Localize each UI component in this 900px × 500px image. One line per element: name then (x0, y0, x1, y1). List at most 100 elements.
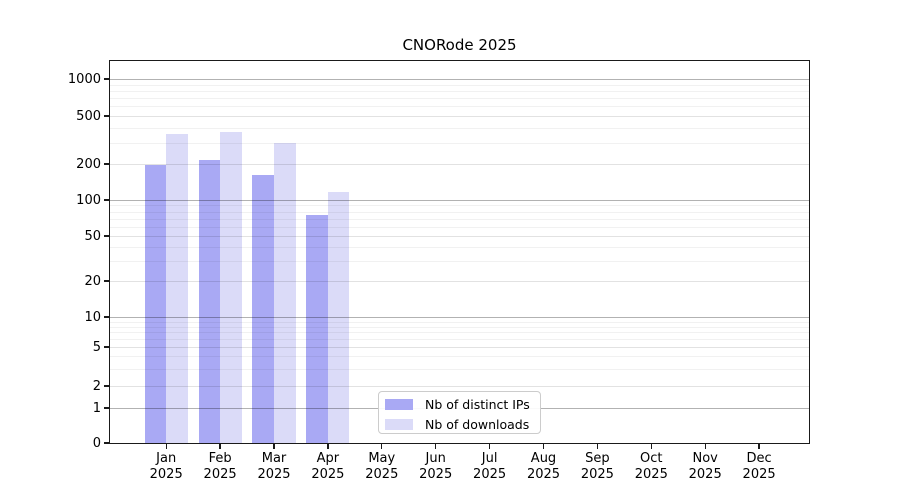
y-tick-mark-1000 (104, 78, 110, 80)
y-tick-mark-10 (104, 316, 110, 318)
y-tick-mark-20 (104, 280, 110, 282)
x-tick-label-apr: Apr 2025 (298, 451, 358, 483)
y-tick-label-10: 10 (84, 309, 101, 325)
x-tick-month-jun: Jun (425, 451, 446, 466)
gridline-1000 (110, 79, 809, 80)
bar-distinct-ips-apr (306, 214, 328, 443)
gridline-minor-6 (110, 339, 809, 341)
y-tick-mark-1 (104, 407, 110, 409)
x-tick-month-apr: Apr (316, 451, 340, 466)
x-tick-mark-mar (273, 443, 275, 449)
x-tick-mark-dec (758, 443, 760, 449)
x-tick-mark-jan (165, 443, 167, 449)
x-tick-mark-aug (542, 443, 545, 449)
y-tick-mark-2 (104, 385, 110, 387)
gridline-minor-400 (110, 127, 809, 129)
x-tick-label-aug: Aug 2025 (514, 451, 574, 483)
gridline-minor-80 (110, 211, 809, 213)
y-tick-mark-50 (104, 235, 110, 237)
gridline-minor-300 (110, 142, 809, 144)
bar-downloads-apr (327, 191, 350, 443)
y-tick-label-500: 500 (76, 108, 101, 124)
x-tick-month-jan: Jan (156, 451, 177, 466)
legend: Nb of distinct IPs Nb of downloads (378, 391, 541, 434)
x-tick-month-mar: Mar (261, 451, 287, 466)
x-tick-mark-oct (650, 443, 652, 449)
x-tick-year-oct: 2025 (634, 467, 668, 482)
x-tick-label-jun: Jun 2025 (406, 451, 466, 483)
bar-downloads-feb (220, 131, 242, 443)
x-tick-label-feb: Feb 2025 (190, 451, 250, 483)
y-tick-label-1: 1 (92, 400, 101, 416)
x-tick-year-aug: 2025 (526, 467, 561, 482)
legend-swatch-distinct-ips (385, 399, 413, 410)
y-tick-label-1000: 1000 (67, 71, 101, 87)
gridline-minor-8 (110, 326, 809, 328)
y-tick-label-5: 5 (92, 339, 101, 355)
y-tick-label-50: 50 (84, 228, 101, 244)
x-tick-month-sep: Sep (585, 451, 610, 466)
x-tick-month-feb: Feb (208, 451, 232, 466)
gridline-100 (110, 200, 809, 201)
x-tick-label-dec: Dec 2025 (729, 451, 789, 483)
x-tick-mark-nov (704, 443, 706, 449)
x-tick-year-jan: 2025 (149, 467, 183, 482)
x-tick-year-feb: 2025 (203, 467, 237, 482)
y-tick-label-200: 200 (76, 156, 101, 172)
x-tick-month-nov: Nov (692, 451, 718, 466)
gridline-minor-700 (110, 98, 809, 100)
y-tick-label-2: 2 (92, 378, 101, 394)
gridline-200 (110, 164, 809, 165)
legend-label-downloads: Nb of downloads (425, 417, 530, 432)
y-tick-mark-200 (104, 163, 110, 165)
plot-area: Nb of distinct IPs Nb of downloads (109, 60, 810, 444)
x-tick-mark-jul (488, 443, 491, 449)
x-tick-month-aug: Aug (530, 451, 557, 466)
bar-distinct-ips-mar (252, 174, 274, 443)
gridline-2 (110, 386, 809, 387)
x-tick-month-may: May (368, 451, 396, 466)
gridline-5 (110, 347, 809, 348)
gridline-minor-90 (110, 205, 809, 207)
x-tick-label-mar: Mar 2025 (244, 451, 304, 483)
bar-downloads-mar (274, 143, 296, 443)
y-tick-label-0: 0 (92, 435, 101, 451)
x-tick-month-oct: Oct (640, 451, 663, 466)
gridline-minor-600 (110, 106, 809, 108)
gridline-minor-70 (110, 218, 809, 220)
gridline-minor-9 (110, 321, 809, 323)
legend-swatch-downloads (385, 419, 413, 430)
bar-distinct-ips-feb (198, 160, 221, 443)
x-tick-year-dec: 2025 (742, 467, 776, 482)
x-tick-year-sep: 2025 (580, 467, 614, 482)
gridline-minor-900 (110, 84, 809, 86)
gridline-50 (110, 236, 809, 237)
x-tick-year-may: 2025 (365, 467, 399, 482)
y-tick-mark-100 (104, 199, 110, 201)
x-tick-month-dec: Dec (746, 451, 772, 466)
y-tick-label-20: 20 (84, 273, 101, 289)
gridline-10 (110, 317, 809, 318)
x-tick-mark-sep (596, 443, 599, 449)
gridline-minor-40 (110, 246, 809, 248)
gridline-minor-30 (110, 261, 809, 263)
x-tick-label-oct: Oct 2025 (621, 451, 681, 483)
y-tick-mark-5 (104, 346, 110, 348)
x-tick-label-jul: Jul 2025 (460, 451, 520, 483)
x-tick-label-jan: Jan 2025 (136, 451, 196, 483)
legend-label-distinct-ips: Nb of distinct IPs (425, 397, 530, 412)
gridline-minor-800 (110, 90, 809, 92)
x-tick-label-nov: Nov 2025 (675, 451, 735, 483)
x-tick-label-sep: Sep 2025 (567, 451, 627, 483)
x-tick-year-mar: 2025 (257, 467, 291, 482)
x-tick-mark-apr (327, 443, 329, 449)
bar-distinct-ips-jan (144, 165, 167, 443)
x-tick-month-jul: Jul (481, 451, 498, 466)
x-tick-year-jun: 2025 (419, 467, 453, 482)
bar-downloads-jan (166, 133, 188, 443)
x-tick-year-apr: 2025 (311, 467, 345, 482)
gridline-20 (110, 281, 809, 282)
gridline-minor-4 (110, 356, 809, 358)
gridline-500 (110, 116, 809, 117)
